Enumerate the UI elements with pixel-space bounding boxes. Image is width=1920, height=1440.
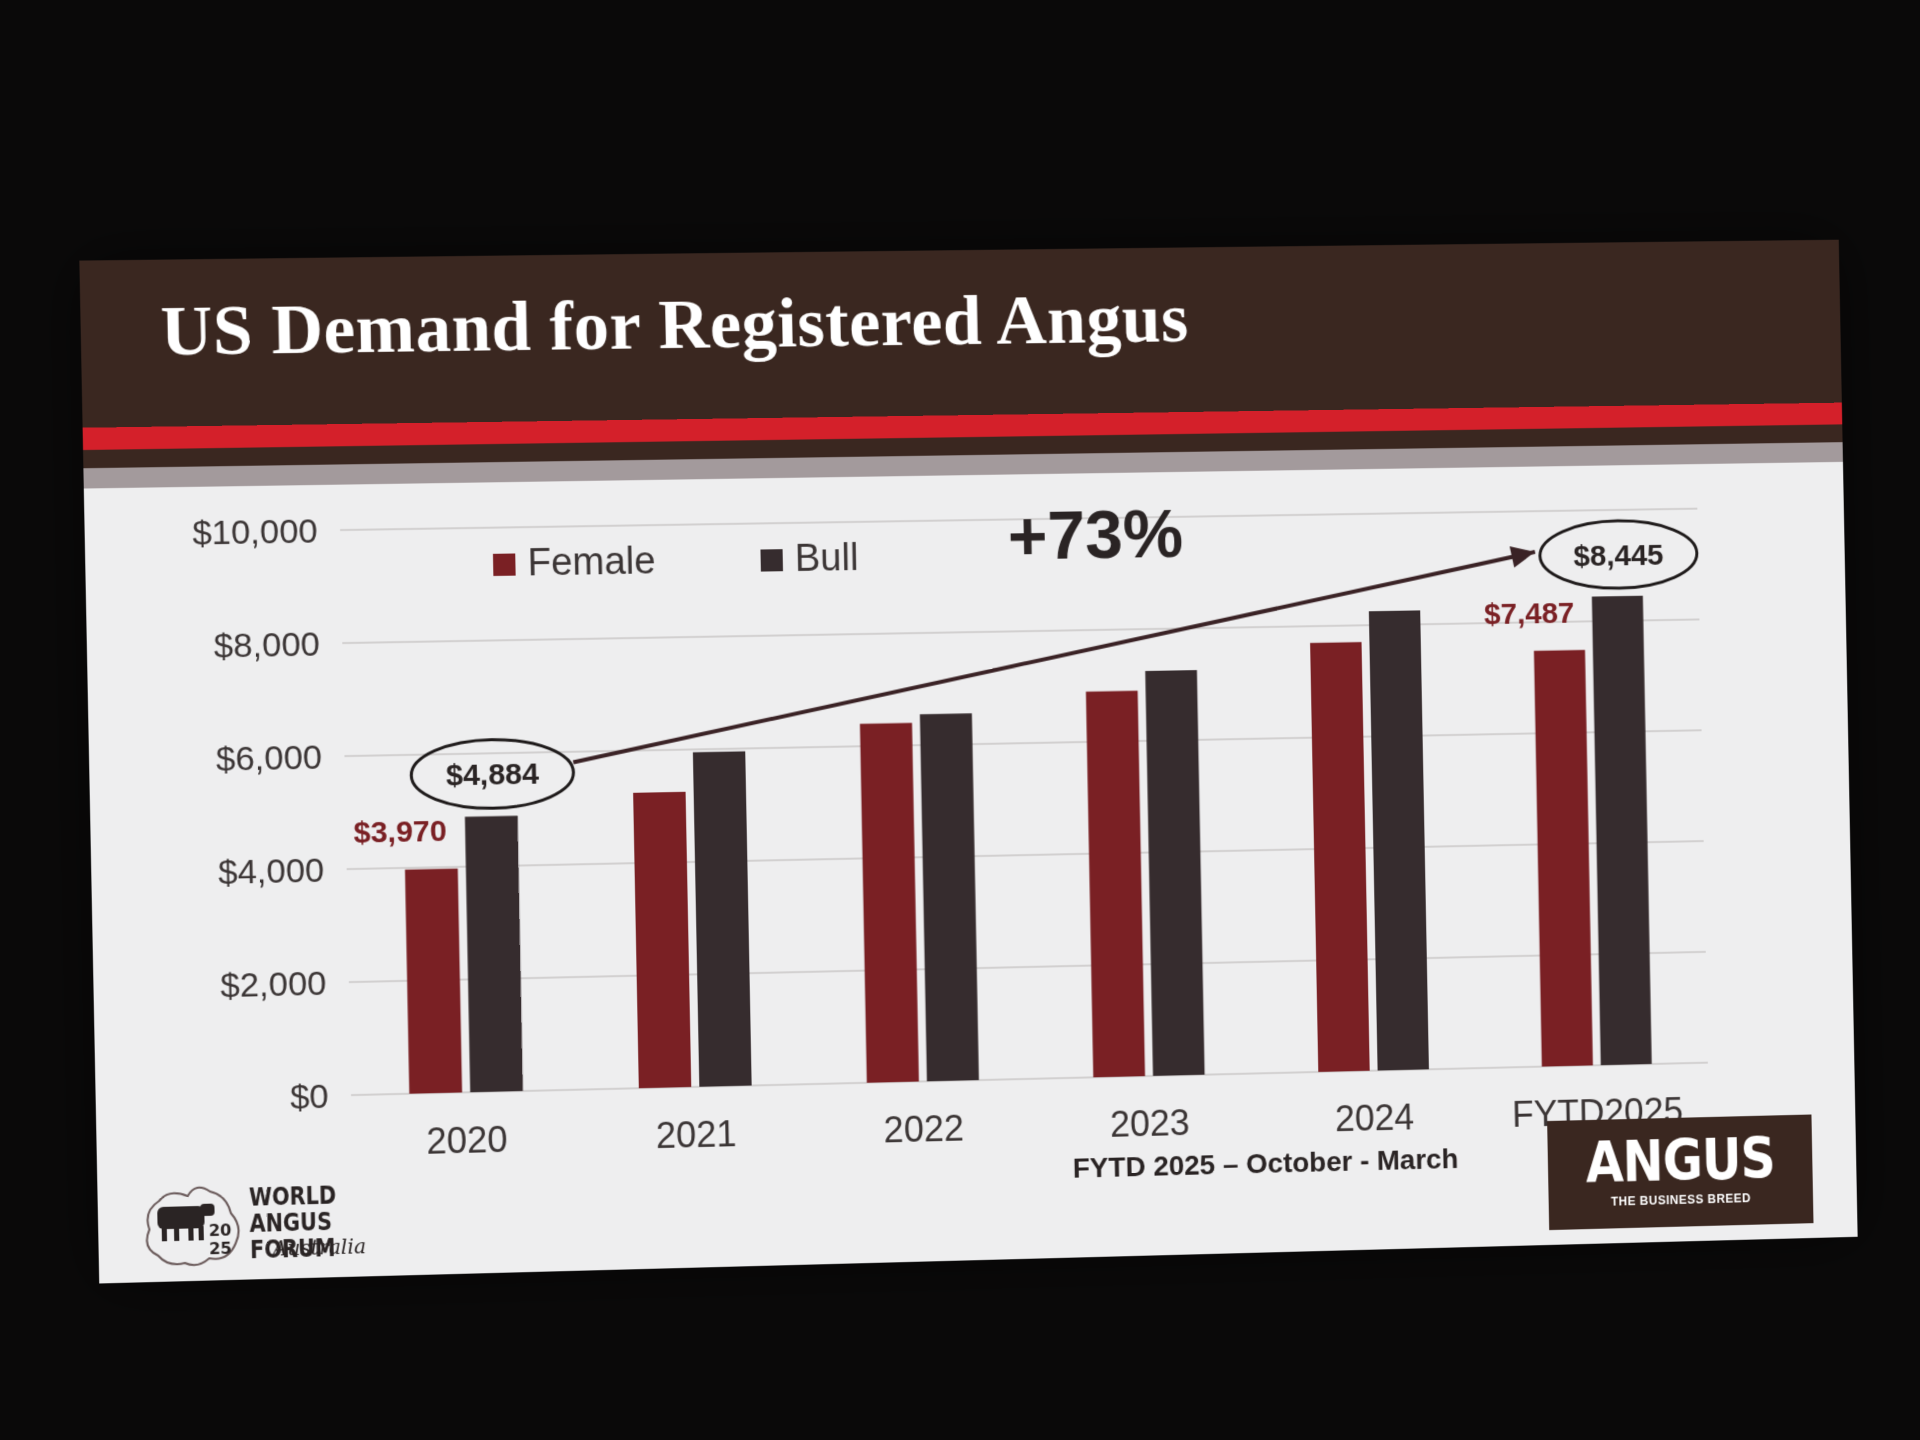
gridline <box>351 1063 1708 1095</box>
data-label: $3,970 <box>353 814 447 849</box>
bar-bull <box>1145 670 1204 1076</box>
y-tick-label: $2,000 <box>220 965 327 1006</box>
bar-bull <box>920 713 979 1081</box>
bar-bull <box>693 751 752 1086</box>
presentation-slide: US Demand for Registered Angus $0 $2,000 $… <box>79 240 1857 1284</box>
bar-female <box>1534 650 1593 1067</box>
bar-bull <box>465 816 523 1093</box>
forum-year-bottom: 25 <box>209 1239 232 1259</box>
australia-cow-icon: 20 25 <box>128 1168 253 1272</box>
data-label: $8,445 <box>1573 539 1664 573</box>
y-tick-label: $10,000 <box>192 512 318 552</box>
angus-brand-word: ANGUS <box>1547 1124 1813 1197</box>
y-tick-label: $0 <box>290 1078 329 1117</box>
forum-script: Australia <box>272 1234 366 1261</box>
bar-female <box>1086 691 1145 1078</box>
growth-annotation: +73% <box>1007 496 1184 574</box>
y-tick-label: $4,000 <box>218 852 325 892</box>
legend-label: Bull <box>794 536 858 580</box>
gridline <box>349 952 1706 982</box>
data-label: $7,487 <box>1484 597 1575 631</box>
bar-bull <box>1592 596 1652 1065</box>
y-tick-label: $8,000 <box>214 625 321 665</box>
data-label: $4,884 <box>446 758 540 793</box>
growth-arrow-head <box>1510 546 1536 568</box>
legend-swatch <box>760 549 783 571</box>
x-tick-label: 2020 <box>426 1119 508 1162</box>
bar-female <box>405 869 462 1094</box>
x-tick-label: 2023 <box>1110 1102 1190 1145</box>
bar-female <box>633 792 691 1088</box>
world-angus-forum-logo: 20 25 WORLD ANGUS FORUM Australia <box>128 1163 456 1272</box>
gridline <box>344 730 1701 756</box>
legend-swatch <box>493 553 516 576</box>
bar-female <box>1310 642 1370 1072</box>
legend-label: Female <box>527 539 656 584</box>
y-tick-label: $6,000 <box>216 739 323 779</box>
x-tick-label: 2021 <box>655 1113 736 1156</box>
bar-bull <box>1369 610 1429 1070</box>
x-tick-label: 2024 <box>1335 1097 1415 1139</box>
angus-brand-logo: ANGUS THE BUSINESS BREED <box>1547 1114 1813 1230</box>
gridline <box>347 841 1704 869</box>
forum-year-top: 20 <box>209 1220 232 1240</box>
x-tick-label: 2022 <box>883 1108 964 1151</box>
bar-female <box>860 723 919 1083</box>
